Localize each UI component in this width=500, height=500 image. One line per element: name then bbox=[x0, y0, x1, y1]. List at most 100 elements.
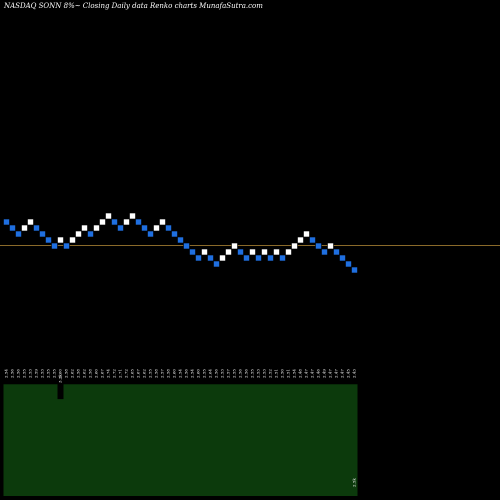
volume-label: 3.2k bbox=[58, 374, 63, 383]
volume-bar bbox=[135, 384, 142, 496]
x-tick-label: 2.72 bbox=[124, 369, 129, 378]
x-tick-label: 2.57 bbox=[226, 369, 231, 378]
x-tick-label: 2.53 bbox=[40, 369, 45, 378]
renko-brick-down bbox=[147, 230, 154, 238]
x-tick-label: 2.50 bbox=[280, 369, 285, 378]
renko-brick-down bbox=[9, 224, 16, 232]
x-tick-label: 2.57 bbox=[160, 369, 165, 378]
volume-bar bbox=[63, 384, 70, 496]
volume-bar bbox=[87, 384, 94, 496]
renko-brick-up bbox=[219, 254, 226, 262]
x-tick-label: 2.53 bbox=[220, 369, 225, 378]
x-tick-label: 2.55 bbox=[22, 369, 27, 378]
x-tick-label: 2.49 bbox=[322, 369, 327, 378]
volume-bar bbox=[237, 384, 244, 496]
x-tick-label: 2.59 bbox=[34, 369, 39, 378]
renko-brick-down bbox=[135, 218, 142, 226]
volume-label: 2.5k bbox=[352, 478, 357, 487]
volume-bar bbox=[285, 384, 292, 496]
renko-brick-down bbox=[339, 254, 346, 262]
renko-brick-down bbox=[333, 248, 340, 256]
volume-bar bbox=[9, 384, 16, 496]
volume-bar bbox=[309, 384, 316, 496]
volume-bar bbox=[261, 384, 268, 496]
x-tick-label: 2.52 bbox=[268, 369, 273, 378]
renko-brick-up bbox=[57, 236, 64, 244]
x-tick-label: 2.48 bbox=[298, 369, 303, 378]
x-tick-label: 2.47 bbox=[334, 369, 339, 378]
volume-bar bbox=[321, 384, 328, 496]
volume-bar bbox=[231, 384, 238, 496]
renko-brick-down bbox=[165, 224, 172, 232]
x-tick-label: 2.54 bbox=[190, 369, 195, 378]
x-tick-label: 2.58 bbox=[64, 369, 69, 378]
volume-bar bbox=[117, 384, 124, 496]
volume-bar bbox=[195, 384, 202, 496]
volume-bar bbox=[57, 399, 64, 496]
renko-brick-up bbox=[27, 218, 34, 226]
renko-brick-up bbox=[129, 212, 136, 220]
x-tick-label: 2.56 bbox=[10, 369, 15, 378]
renko-brick-up bbox=[81, 224, 88, 232]
x-tick-label: 2.72 bbox=[112, 369, 117, 378]
volume-bar bbox=[351, 384, 358, 496]
volume-bar bbox=[339, 384, 346, 496]
volume-bar bbox=[165, 384, 172, 496]
volume-bar bbox=[75, 384, 82, 496]
volume-bar bbox=[147, 384, 154, 496]
renko-brick-down bbox=[213, 260, 220, 268]
renko-brick-down bbox=[267, 254, 274, 262]
renko-brick-down bbox=[117, 224, 124, 232]
renko-brick-down bbox=[279, 254, 286, 262]
x-tick-label: 2.56 bbox=[16, 369, 21, 378]
volume-bar bbox=[27, 384, 34, 496]
x-tick-label: 2.67 bbox=[136, 369, 141, 378]
chart-title: NASDAQ SONN 8%~ Closing Daily data Renko… bbox=[3, 2, 263, 10]
volume-bar bbox=[273, 384, 280, 496]
volume-bar bbox=[213, 384, 220, 496]
renko-brick-up bbox=[303, 230, 310, 238]
x-tick-label: 2.56 bbox=[214, 369, 219, 378]
renko-brick-up bbox=[327, 242, 334, 250]
x-tick-label: 2.47 bbox=[304, 369, 309, 378]
x-tick-label: 2.53 bbox=[256, 369, 261, 378]
volume-bar bbox=[315, 384, 322, 496]
x-tick-label: 2.67 bbox=[100, 369, 105, 378]
volume-bar bbox=[81, 384, 88, 496]
volume-bar bbox=[171, 384, 178, 496]
renko-brick-down bbox=[63, 242, 70, 250]
volume-bar bbox=[183, 384, 190, 496]
renko-brick-down bbox=[45, 236, 52, 244]
renko-brick-down bbox=[315, 242, 322, 250]
renko-brick-down bbox=[183, 242, 190, 250]
volume-bar bbox=[201, 384, 208, 496]
renko-brick-up bbox=[201, 248, 208, 256]
renko-brick-down bbox=[243, 254, 250, 262]
renko-brick-up bbox=[297, 236, 304, 244]
renko-brick-down bbox=[237, 248, 244, 256]
volume-bar bbox=[297, 384, 304, 496]
x-tick-label: 2.54 bbox=[4, 369, 9, 378]
x-tick-labels: 2.54 2.56 2.56 2.55 2.53 2.59 2.53 2.55 2.55 2.60… bbox=[4, 369, 357, 378]
x-tick-label: 2.45 bbox=[346, 369, 351, 378]
volume-bar bbox=[333, 384, 340, 496]
volume-bar bbox=[123, 384, 130, 496]
renko-brick-up bbox=[261, 248, 268, 256]
renko-brick-down bbox=[207, 254, 214, 262]
renko-brick-up bbox=[93, 224, 100, 232]
volume-bar bbox=[21, 384, 28, 496]
volume-bar bbox=[33, 384, 40, 496]
x-tick-label: 2.55 bbox=[232, 369, 237, 378]
volume-bar bbox=[177, 384, 184, 496]
renko-brick-up bbox=[285, 248, 292, 256]
x-tick-label: 2.54 bbox=[292, 369, 297, 378]
renko-brick-down bbox=[141, 224, 148, 232]
x-tick-label: 2.47 bbox=[328, 369, 333, 378]
x-tick-label: 2.74 bbox=[106, 369, 111, 378]
x-tick-label: 2.60 bbox=[94, 369, 99, 378]
x-tick-label: 2.60 bbox=[172, 369, 177, 378]
renko-brick-up bbox=[75, 230, 82, 238]
renko-brick-down bbox=[189, 248, 196, 256]
renko-brick-up bbox=[273, 248, 280, 256]
x-tick-label: 2.53 bbox=[262, 369, 267, 378]
